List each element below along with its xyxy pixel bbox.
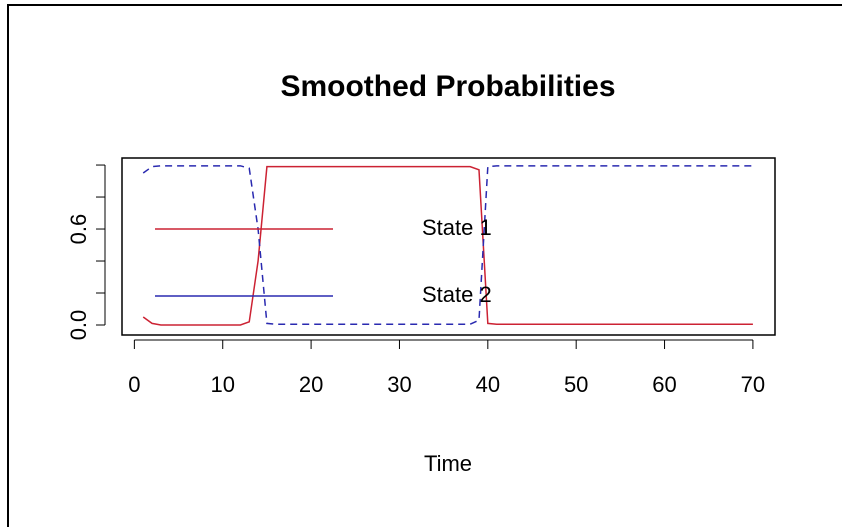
plot-box bbox=[121, 157, 776, 336]
x-tick-label: 60 bbox=[652, 372, 676, 397]
series-line bbox=[142, 165, 753, 325]
x-tick-label: 10 bbox=[210, 372, 234, 397]
x-tick-label: 0 bbox=[128, 372, 140, 397]
legend-label: State 1 bbox=[422, 215, 492, 240]
x-tick-label: 40 bbox=[476, 372, 500, 397]
x-tick-label: 30 bbox=[387, 372, 411, 397]
x-tick-label: 20 bbox=[299, 372, 323, 397]
legend-label: State 2 bbox=[422, 282, 492, 307]
x-tick-label: 50 bbox=[564, 372, 588, 397]
chart-title: Smoothed Probabilities bbox=[280, 70, 615, 103]
frame bbox=[7, 4, 842, 527]
y-tick-label: 0.0 bbox=[66, 310, 91, 341]
y-tick-label: 0.6 bbox=[66, 214, 91, 245]
series-line bbox=[142, 165, 753, 326]
x-axis-label: Time bbox=[424, 451, 472, 476]
x-tick-label: 70 bbox=[741, 372, 765, 397]
